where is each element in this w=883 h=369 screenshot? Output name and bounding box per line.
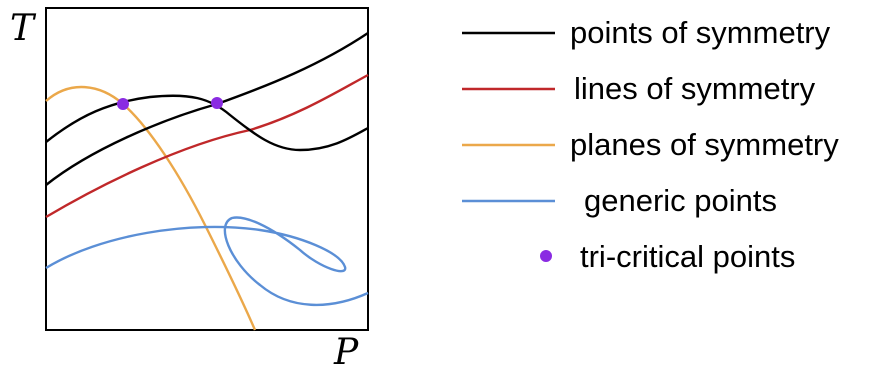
curve-lines-of-symmetry [45,73,369,219]
tri-critical-points [117,97,223,110]
curve-points-of-symmetry-lower [45,32,369,186]
legend-label-tri-critical-points: tri-critical points [580,239,795,274]
plot-curves [45,32,369,331]
legend-swatch-tri-critical-points [540,250,552,262]
plot-frame [45,7,369,331]
legend-label-points-of-symmetry: points of symmetry [570,15,831,50]
legend-label-generic-points: generic points [584,183,777,218]
legend-label-lines-of-symmetry: lines of symmetry [574,71,816,106]
curve-generic-points-lower [45,216,369,307]
tri-critical-point-2 [211,97,223,109]
legend-label-planes-of-symmetry: planes of symmetry [570,127,839,162]
curve-planes-of-symmetry [45,85,257,331]
y-axis-label: T [10,8,37,49]
curve-points-of-symmetry-upper [45,94,369,152]
legend: points of symmetry lines of symmetry pla… [462,15,839,274]
tri-critical-point-1 [117,98,129,110]
x-axis-label: P [333,332,359,369]
